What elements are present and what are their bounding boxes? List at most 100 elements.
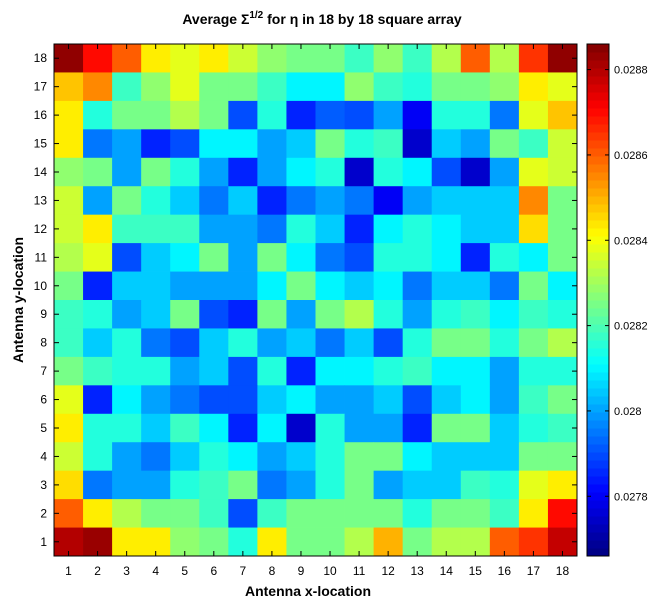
- heatmap-cell: [199, 157, 229, 187]
- heatmap-cell: [402, 385, 433, 415]
- heatmap-cell: [402, 499, 433, 528]
- x-tick-label: 1: [65, 564, 72, 578]
- colorbar-frame: [586, 43, 610, 557]
- heatmap-cell: [344, 300, 375, 329]
- heatmap-cell: [344, 413, 375, 443]
- heatmap-cell: [489, 72, 520, 102]
- heatmap-cell: [315, 356, 345, 386]
- colorbar-segment: [587, 548, 609, 557]
- colorbar-segment: [587, 508, 609, 517]
- heatmap-cell: [228, 300, 258, 329]
- heatmap-cell: [286, 470, 316, 500]
- colorbar-tick-label: 0.0286: [614, 150, 648, 162]
- heatmap-cell: [518, 129, 549, 159]
- heatmap-cell: [402, 470, 433, 500]
- colorbar-segment: [587, 140, 609, 149]
- heatmap-cell: [112, 470, 142, 500]
- heatmap-cell: [141, 442, 171, 472]
- heatmap-cell: [112, 385, 142, 415]
- colorbar-segment: [587, 412, 609, 421]
- heatmap-cell: [373, 214, 404, 244]
- heatmap-cell: [315, 157, 345, 187]
- heatmap-cell: [431, 157, 462, 187]
- heatmap-cell: [83, 300, 113, 329]
- heatmap-cell: [460, 129, 491, 159]
- heatmap-cell: [518, 328, 549, 358]
- x-tick-label: 8: [269, 564, 276, 578]
- heatmap-cell: [373, 186, 404, 216]
- heatmap-cell: [489, 186, 520, 216]
- heatmap-cell: [373, 271, 404, 301]
- heatmap-cell: [402, 186, 433, 216]
- heatmap-cell: [228, 442, 258, 472]
- colorbar-segment: [587, 76, 609, 85]
- heatmap-cell: [402, 442, 433, 472]
- heatmap-cell: [518, 413, 549, 443]
- heatmap-cell: [228, 243, 258, 272]
- heatmap-cell: [315, 413, 345, 443]
- heatmap-cell: [402, 271, 433, 301]
- heatmap-cell: [431, 328, 462, 358]
- heatmap-cell: [170, 442, 200, 472]
- heatmap-cell: [170, 271, 200, 301]
- x-tick-label: 17: [527, 564, 541, 578]
- colorbar-segment: [587, 540, 609, 549]
- heatmap-cell: [460, 442, 491, 472]
- colorbar-segment: [587, 220, 609, 229]
- heatmap-cell: [141, 470, 171, 500]
- heatmap-cell: [141, 385, 171, 415]
- heatmap-cell: [460, 100, 491, 130]
- heatmap-cell: [141, 72, 171, 102]
- heatmap-cell: [286, 385, 316, 415]
- heatmap-cell: [141, 499, 171, 528]
- heatmap-cell: [460, 186, 491, 216]
- heatmap-cell: [489, 328, 520, 358]
- heatmap-cell: [170, 385, 200, 415]
- heatmap-cell: [431, 72, 462, 102]
- colorbar-segment: [587, 284, 609, 293]
- x-tick-label: 16: [498, 564, 512, 578]
- colorbar-segment: [587, 476, 609, 485]
- heatmap-cell: [228, 356, 258, 386]
- heatmap-cell: [199, 442, 229, 472]
- heatmap-cell: [315, 243, 345, 272]
- x-tick-label: 9: [298, 564, 305, 578]
- heatmap-cell: [489, 385, 520, 415]
- colorbar-segment: [587, 364, 609, 373]
- heatmap-cell: [170, 157, 200, 187]
- heatmap-cell: [489, 129, 520, 159]
- colorbar-segment: [587, 212, 609, 221]
- colorbar-segment: [587, 204, 609, 213]
- heatmap-cell: [141, 214, 171, 244]
- colorbar-segment: [587, 340, 609, 349]
- colorbar-segment: [587, 316, 609, 325]
- heatmap-cell: [402, 72, 433, 102]
- heatmap-cell: [170, 186, 200, 216]
- heatmap-cell: [431, 499, 462, 528]
- heatmap-cell: [460, 271, 491, 301]
- colorbar-segment: [587, 188, 609, 197]
- x-tick-label: 10: [323, 564, 337, 578]
- heatmap-cell: [315, 129, 345, 159]
- heatmap-cell: [257, 271, 287, 301]
- heatmap-cell: [257, 243, 287, 272]
- heatmap-cell: [286, 328, 316, 358]
- heatmap-cell: [170, 356, 200, 386]
- heatmap-cell: [83, 413, 113, 443]
- heatmap-cell: [170, 328, 200, 358]
- heatmap-cell: [199, 271, 229, 301]
- heatmap-cell: [228, 100, 258, 130]
- heatmap-cell: [199, 100, 229, 130]
- heatmap-cell: [286, 100, 316, 130]
- heatmap-cell: [141, 243, 171, 272]
- heatmap-cell: [112, 186, 142, 216]
- y-tick-label: 9: [40, 307, 47, 321]
- heatmap-cell: [489, 214, 520, 244]
- heatmap-cell: [431, 470, 462, 500]
- y-tick-label: 4: [40, 449, 47, 463]
- heatmap-cell: [402, 243, 433, 272]
- heatmap-cell: [286, 442, 316, 472]
- heatmap-cell: [460, 157, 491, 187]
